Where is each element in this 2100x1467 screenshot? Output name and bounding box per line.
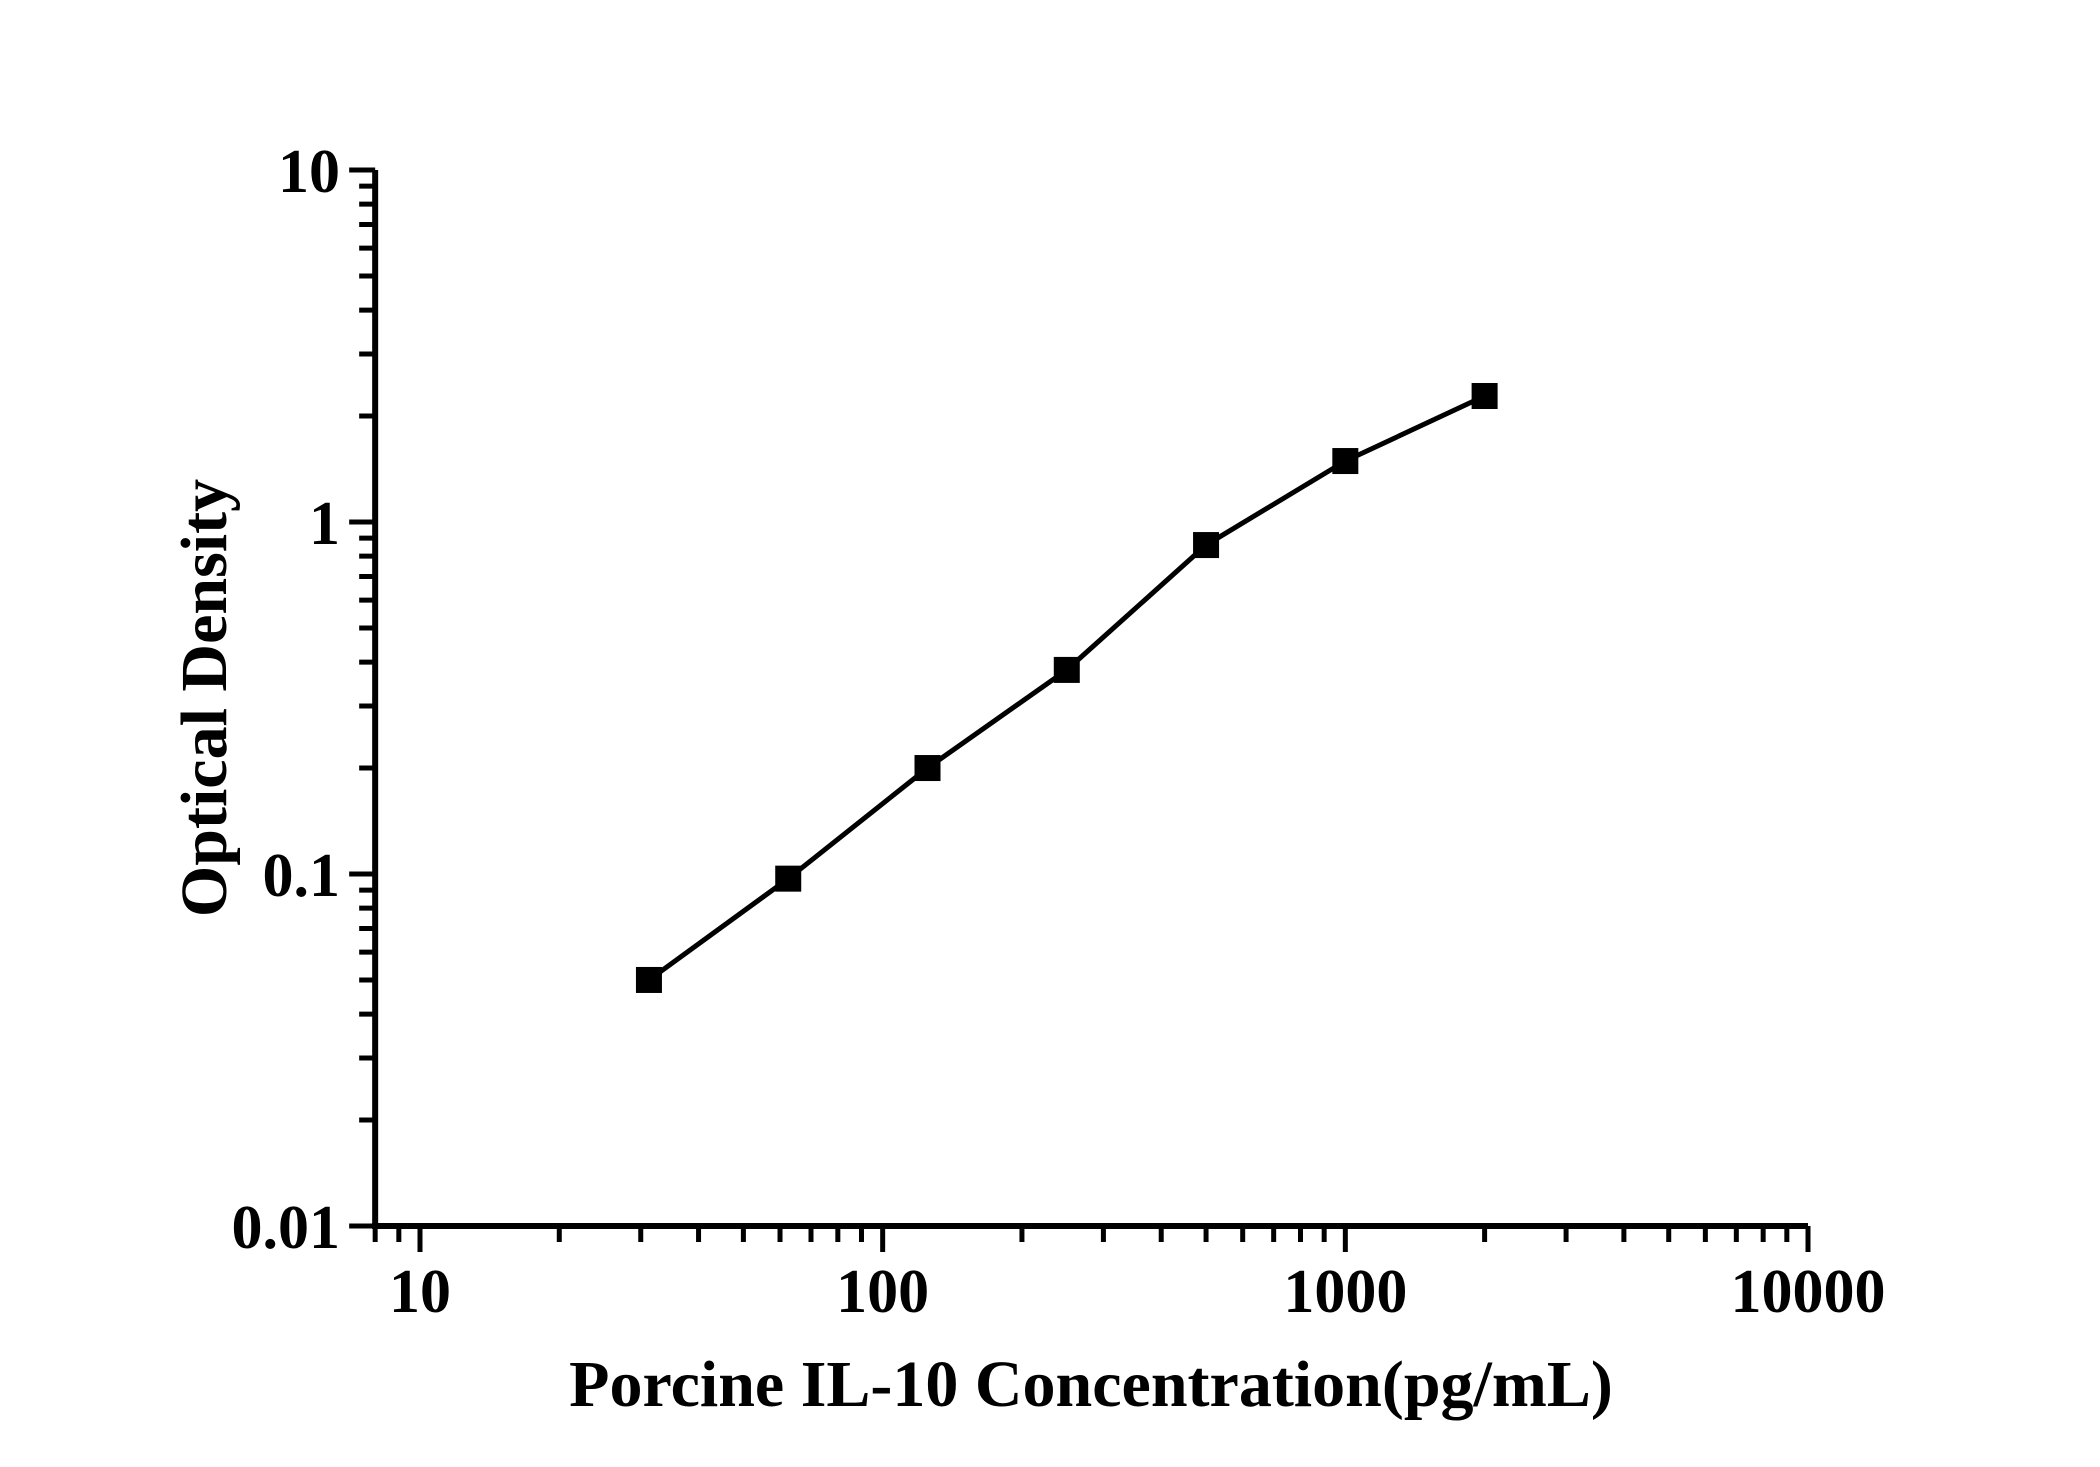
y-tick-label-0.1: 0.1 bbox=[263, 842, 341, 910]
standard-curve-line bbox=[647, 393, 1486, 982]
data-point-marker-500 bbox=[1193, 532, 1220, 559]
x-tick-label-100: 100 bbox=[836, 1258, 929, 1326]
data-point-marker-31.25 bbox=[635, 966, 662, 993]
data-point-marker-62.5 bbox=[775, 865, 802, 892]
x-axis-title: Porcine IL-10 Concentration(pg/mL) bbox=[569, 1348, 1613, 1421]
y-tick-label-1: 1 bbox=[309, 490, 340, 558]
data-point-marker-2000 bbox=[1471, 383, 1498, 410]
data-point-marker-250 bbox=[1053, 656, 1080, 683]
data-point-marker-1000 bbox=[1332, 448, 1359, 475]
y-tick-label-0.01: 0.01 bbox=[232, 1194, 341, 1262]
x-tick-label-10: 10 bbox=[389, 1258, 451, 1326]
data-point-marker-125 bbox=[914, 755, 941, 782]
y-tick-label-10: 10 bbox=[278, 138, 340, 206]
x-tick-label-1000: 1000 bbox=[1283, 1258, 1407, 1326]
x-tick-label-10000: 10000 bbox=[1731, 1258, 1886, 1326]
y-axis-title: Optical Density bbox=[168, 478, 241, 918]
